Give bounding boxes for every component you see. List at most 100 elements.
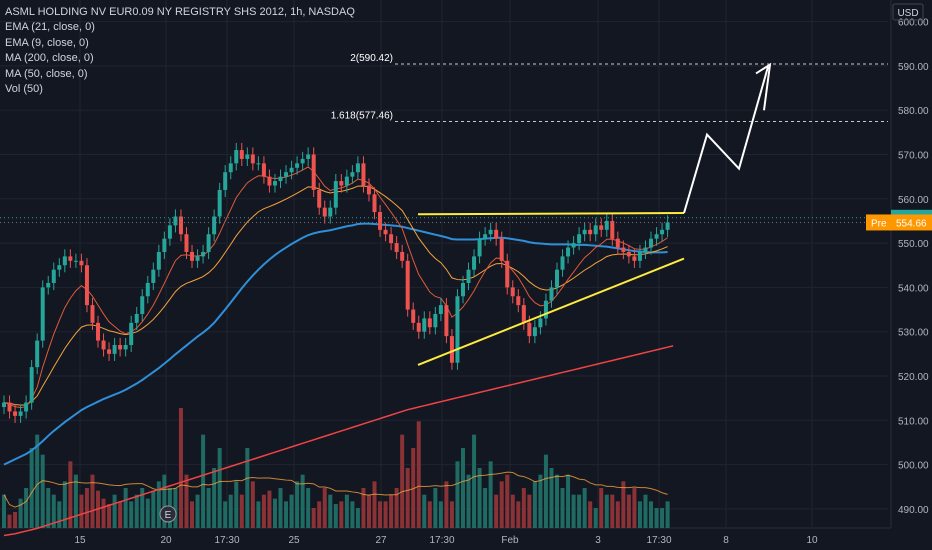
candle-body bbox=[494, 229, 499, 239]
candle-body bbox=[577, 234, 582, 244]
candle-body bbox=[333, 181, 338, 208]
chart-legend: ASML HOLDING NV EUR0.09 NY REGISTRY SHS … bbox=[5, 5, 355, 97]
chart-title: ASML HOLDING NV EUR0.09 NY REGISTRY SHS … bbox=[5, 6, 355, 18]
candle-body bbox=[599, 225, 604, 230]
candle-body bbox=[372, 194, 377, 213]
candle-body bbox=[355, 163, 360, 173]
candle-body bbox=[643, 247, 648, 252]
price-tick-label: 520.00 bbox=[898, 372, 929, 383]
candle-body bbox=[184, 234, 189, 252]
candle-body bbox=[84, 265, 89, 306]
volume-bar bbox=[46, 488, 51, 528]
pre-price-value: 554.66 bbox=[896, 218, 927, 229]
candle-body bbox=[40, 287, 45, 341]
candle-body bbox=[488, 229, 493, 235]
volume-bars bbox=[2, 408, 670, 528]
candle-body bbox=[29, 367, 34, 403]
candle-body bbox=[411, 309, 416, 323]
volume-bar bbox=[24, 488, 29, 528]
candle-body bbox=[118, 344, 123, 350]
volume-bar bbox=[660, 508, 665, 528]
volume-bar bbox=[527, 494, 532, 528]
volume-bar bbox=[372, 481, 377, 528]
volume-bar bbox=[477, 468, 482, 528]
volume-bar bbox=[472, 434, 477, 528]
volume-bar bbox=[234, 481, 239, 528]
candle-body bbox=[350, 172, 355, 177]
volume-bar bbox=[217, 448, 222, 528]
volume-bar bbox=[488, 461, 493, 528]
candle-body bbox=[433, 313, 438, 328]
volume-bar bbox=[361, 488, 366, 528]
price-axis: 490.00 500.00 510.00 520.00 530.00 540.00 550.… bbox=[866, 3, 932, 516]
candle-body bbox=[427, 318, 432, 328]
candle-body bbox=[660, 229, 665, 235]
volume-bar bbox=[483, 488, 488, 528]
volume-bar bbox=[400, 434, 405, 528]
ma200-line bbox=[3, 345, 674, 537]
candle-body bbox=[549, 287, 554, 301]
candle-body bbox=[167, 225, 172, 239]
volume-bar bbox=[322, 488, 327, 528]
volume-bar bbox=[129, 501, 134, 528]
volume-bar bbox=[560, 488, 565, 528]
volume-bar bbox=[494, 494, 499, 528]
legend-ma50[interactable]: MA (50, close, 0) bbox=[5, 67, 88, 80]
candlesticks bbox=[2, 142, 670, 423]
legend-ema9[interactable]: EMA (9, close, 0) bbox=[5, 36, 89, 49]
legend-ema21[interactable]: EMA (21, close, 0) bbox=[5, 21, 95, 34]
candle-body bbox=[472, 256, 477, 270]
volume-bar bbox=[62, 481, 67, 528]
volume-bar bbox=[422, 494, 427, 528]
volume-bar bbox=[250, 481, 255, 528]
candle-body bbox=[389, 234, 394, 244]
volume-bar bbox=[201, 434, 206, 528]
volume-bar bbox=[261, 494, 266, 528]
legend-ma200[interactable]: MA (200, close, 0) bbox=[5, 52, 94, 65]
pre-price-badge bbox=[866, 214, 932, 231]
candle-body bbox=[79, 260, 84, 266]
volume-bar bbox=[123, 488, 128, 528]
fib-level-label: 2(590.42) bbox=[350, 53, 393, 64]
candle-body bbox=[510, 287, 515, 297]
volume-bar bbox=[549, 468, 554, 528]
volume-bar bbox=[68, 461, 73, 528]
candle-body bbox=[317, 189, 322, 208]
candle-body bbox=[621, 247, 626, 252]
volume-bar bbox=[516, 501, 521, 528]
volume-bar bbox=[35, 434, 40, 528]
volume-bar bbox=[328, 494, 333, 528]
volume-bar bbox=[317, 501, 322, 528]
time-tick-label: Feb bbox=[501, 535, 519, 546]
volume-bar bbox=[449, 501, 454, 528]
time-tick-label: 20 bbox=[160, 535, 172, 546]
candle-body bbox=[206, 234, 211, 252]
candle-body bbox=[615, 238, 620, 248]
candle-body bbox=[416, 322, 421, 332]
candle-body bbox=[582, 229, 587, 235]
volume-bar bbox=[588, 501, 593, 528]
ema21-line bbox=[3, 185, 668, 406]
volume-bar bbox=[295, 481, 300, 528]
candle-body bbox=[162, 238, 167, 252]
volume-bar bbox=[239, 494, 244, 528]
price-tick-label: 550.00 bbox=[898, 239, 929, 250]
candle-body bbox=[245, 154, 250, 159]
candle-body bbox=[538, 318, 543, 328]
projection-arrowhead bbox=[755, 62, 772, 111]
volume-bar bbox=[107, 504, 112, 528]
legend-vol[interactable]: Vol (50) bbox=[5, 83, 43, 96]
candle-body bbox=[156, 251, 161, 270]
candle-body bbox=[173, 216, 178, 226]
candle-body bbox=[2, 402, 6, 408]
volume-bar bbox=[665, 501, 670, 528]
volume-bar bbox=[2, 494, 6, 528]
volume-bar bbox=[245, 448, 250, 528]
candle-body bbox=[328, 207, 333, 217]
volume-bar bbox=[272, 498, 277, 528]
resistance-trendline bbox=[417, 211, 685, 216]
time-tick-label: 17:30 bbox=[214, 535, 239, 546]
volume-bar bbox=[389, 494, 394, 528]
volume-bar bbox=[615, 501, 620, 528]
